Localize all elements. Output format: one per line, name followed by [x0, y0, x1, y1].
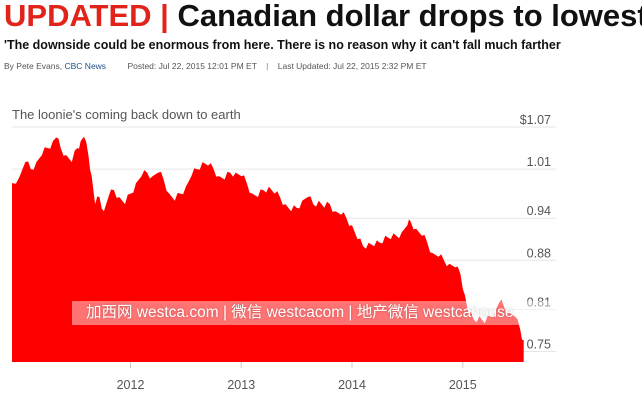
x-tick-label: 2014	[338, 378, 366, 392]
y-tick-label: 0.81	[527, 295, 551, 309]
byline-separator: |	[266, 61, 269, 71]
y-tick-label: 1.01	[527, 155, 551, 169]
updated-timestamp: Last Updated: Jul 22, 2015 2:32 PM ET	[277, 61, 427, 71]
headline-text[interactable]: Canadian dollar drops to lowest	[177, 0, 642, 33]
y-tick-label: 0.88	[527, 246, 551, 260]
loonie-area-chart: $1.071.010.940.880.810.75 2012 2013 2014 20…	[12, 113, 556, 392]
headline: UPDATED | Canadian dollar drops to lowes…	[4, 0, 642, 36]
deck-quote: 'The downside could be enormous from her…	[4, 38, 561, 52]
watermark: 加西网 westca.com | 微信 westcacom | 地产微信 wes…	[72, 301, 556, 325]
byline: By Pete Evans, CBC News Posted: Jul 22, …	[4, 61, 642, 71]
byline-source-link[interactable]: CBC News	[64, 61, 107, 71]
byline-author: By Pete Evans,	[4, 61, 63, 71]
x-tick-label: 2015	[449, 378, 477, 392]
chart-title: The loonie's coming back down to earth	[12, 107, 241, 122]
updated-label: UPDATED	[4, 0, 152, 33]
y-axis-ticks: $1.07 1.01 0.94 0.88 0.81 0.75	[520, 113, 551, 351]
x-axis-ticks: 2012 2013 2014 2015	[117, 362, 477, 392]
x-tick-label: 2012	[117, 378, 145, 392]
x-tick-label: 2013	[227, 378, 255, 392]
posted-timestamp: Posted: Jul 22, 2015 12:01 PM ET	[127, 61, 257, 71]
y-tick-label: 0.75	[527, 337, 551, 351]
headline-separator: |	[160, 0, 169, 33]
y-tick-label: $1.07	[520, 113, 551, 127]
series-area	[12, 136, 524, 362]
y-tick-label: 0.94	[527, 204, 551, 218]
